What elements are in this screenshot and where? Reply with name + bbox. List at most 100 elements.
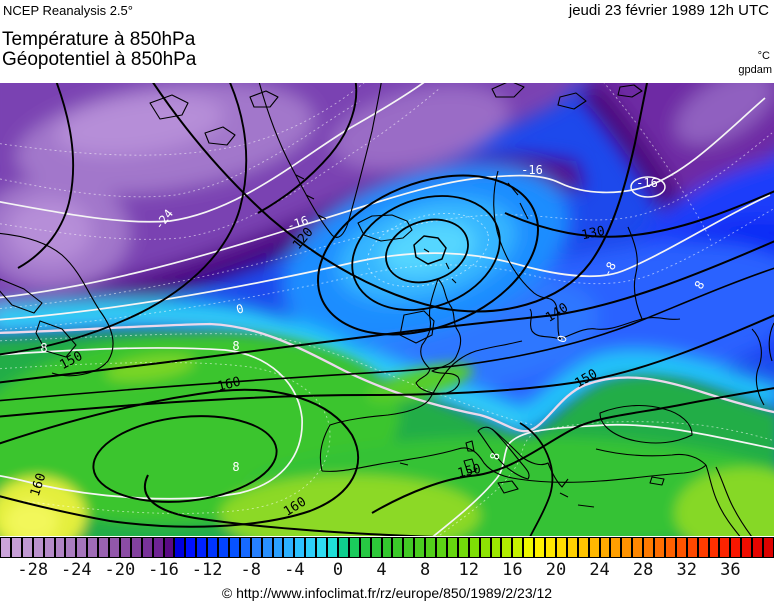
colorbar-tick-labels: -28 -24 -20 -16 -12 -8 -4 0 4 8 12 16 20 24 28 32 36 [0,558,774,582]
colorbar-tick: 8 [420,560,431,580]
colorbar-cell [709,537,719,558]
colorbar-cell [33,537,44,558]
contour-label: 0 [554,334,569,345]
colorbar-cell [676,537,687,558]
colorbar-tick: -24 [60,560,92,580]
colorbar-cell [305,537,316,558]
colorbar-cell [262,537,273,558]
contour-label: 8 [232,339,239,353]
colorbar-cell [273,537,283,558]
date-label: jeudi 23 février 1989 12h UTC [568,2,769,19]
colorbar-cell [621,537,632,558]
colorbar-tick: -12 [191,560,223,580]
colorbar-cell [87,537,98,558]
colorbar-cell [730,537,741,558]
colorbar-cell [338,537,349,558]
credit-url: © http://www.infoclimat.fr/rz/europe/850… [221,585,553,601]
map-title-geopotential: Géopotentiel à 850hPa [2,49,197,70]
map-title-temperature: Température à 850hPa [2,29,196,50]
colorbar-cell [229,537,240,558]
contour-label: 8 [232,460,239,474]
colorbar-cell [349,537,360,558]
colorbar-cell [120,537,131,558]
source-label: NCEP Reanalysis 2.5° [3,3,133,18]
colorbar-cell [44,537,55,558]
colorbar-cell [763,537,774,558]
colorbar-cell [654,537,665,558]
colorbar-cell [567,537,578,558]
colorbar-cell [610,537,621,558]
colorbar-tick: -4 [284,560,305,580]
colorbar-cell [11,537,22,558]
colorbar-tick: -16 [148,560,179,580]
colorbar-cell [142,537,153,558]
colorbar-cell [752,537,763,558]
colorbar-cell [174,537,185,558]
colorbar-cell [327,537,338,558]
colorbar-cell [501,537,512,558]
colorbar-cell [447,537,458,558]
unit-temperature: °C [757,50,770,62]
colorbar-cell [360,537,371,558]
contour-label: -16 [521,163,543,177]
colorbar-cell [240,537,251,558]
colorbar-tick: 32 [676,560,698,580]
colorbar-tick: 20 [545,560,567,580]
temperature-contours-minor [0,77,774,536]
colorbar-cell [578,537,589,558]
colorbar-cell [283,537,294,558]
colorbar-cell [741,537,752,558]
colorbar-tick: 28 [632,560,654,580]
temperature-colorbar [0,537,774,558]
colorbar-cell [76,537,87,558]
unit-geopotential: gpdam [738,64,772,76]
colorbar-tick: 16 [502,560,523,580]
colorbar-cell [436,537,447,558]
temperature-fill [0,63,774,558]
colorbar-cell [632,537,643,558]
colorbar-cell [545,537,556,558]
geopotential-contours [0,77,774,543]
colorbar-cell [164,537,174,558]
colorbar-cell [131,537,142,558]
colorbar-cell [643,537,654,558]
colorbar-cell [523,537,534,558]
colorbar-tick: -20 [104,560,136,580]
colorbar-cell [371,537,382,558]
colorbar-cell [556,537,567,558]
colorbar-cell [425,537,436,558]
colorbar-cell [458,537,469,558]
colorbar-cell [392,537,403,558]
contour-label: 160 [216,374,242,394]
contour-label: -16 [285,213,310,233]
colorbar-tick: 12 [458,560,479,580]
colorbar-cell [589,537,600,558]
colorbar-tick: 36 [720,560,741,580]
contour-label: -8 [600,259,619,278]
contour-label: 130 [580,224,606,244]
colorbar-tick: 24 [589,560,610,580]
contour-label: -16 [636,176,658,190]
colorbar-cell [534,537,545,558]
colorbar-cell [665,537,676,558]
colorbar-tick: 0 [332,560,344,580]
colorbar-cell [480,537,491,558]
colorbar-cell [207,537,218,558]
colorbar-tick: -8 [240,560,261,580]
contour-label: 160 [28,471,50,498]
colorbar-cell [414,537,425,558]
colorbar-cell [382,537,392,558]
colorbar-cell [698,537,709,558]
colorbar-cell [0,537,11,558]
colorbar-cell [55,537,65,558]
contour-label: 0 [235,301,246,316]
colorbar-cell [109,537,120,558]
colorbar-cell [491,537,501,558]
colorbar-cell [153,537,164,558]
colorbar-cell [294,537,305,558]
colorbar-cell [65,537,76,558]
weather-map: 120 130 140 150 150 150 160 160 160 -24 -16 -16 -16… [0,63,774,558]
colorbar-tick: 4 [376,560,387,580]
colorbar-cell [719,537,730,558]
